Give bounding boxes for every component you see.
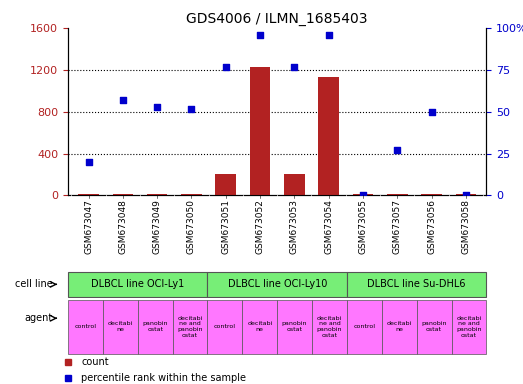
- Text: GSM673050: GSM673050: [187, 199, 196, 254]
- Text: DLBCL line Su-DHL6: DLBCL line Su-DHL6: [367, 279, 466, 290]
- Text: percentile rank within the sample: percentile rank within the sample: [81, 373, 246, 383]
- Text: control: control: [354, 324, 376, 329]
- Text: count: count: [81, 358, 109, 367]
- FancyBboxPatch shape: [173, 300, 208, 354]
- Bar: [421, 194, 442, 195]
- Text: DLBCL line OCI-Ly10: DLBCL line OCI-Ly10: [228, 279, 327, 290]
- Text: decitabi
ne and
panobin
ostat: decitabi ne and panobin ostat: [456, 316, 482, 338]
- Bar: [387, 194, 407, 195]
- Text: decitabi
ne: decitabi ne: [386, 321, 412, 332]
- Bar: [78, 194, 99, 195]
- Text: agent: agent: [24, 313, 52, 323]
- Text: decitabi
ne and
panobin
ostat: decitabi ne and panobin ostat: [317, 316, 342, 338]
- Text: GSM673052: GSM673052: [256, 199, 265, 254]
- Bar: [112, 194, 133, 195]
- Text: control: control: [214, 324, 236, 329]
- FancyBboxPatch shape: [417, 300, 451, 354]
- Point: [393, 147, 402, 154]
- Point: [290, 64, 299, 70]
- Text: GSM673047: GSM673047: [84, 199, 93, 254]
- Text: panobin
ostat: panobin ostat: [422, 321, 447, 332]
- FancyBboxPatch shape: [68, 300, 103, 354]
- Bar: [215, 174, 236, 195]
- Point: [462, 192, 470, 199]
- FancyBboxPatch shape: [138, 300, 173, 354]
- Title: GDS4006 / ILMN_1685403: GDS4006 / ILMN_1685403: [186, 12, 368, 26]
- FancyBboxPatch shape: [382, 300, 417, 354]
- Bar: [250, 67, 270, 195]
- Bar: [319, 78, 339, 195]
- Text: panobin
ostat: panobin ostat: [142, 321, 168, 332]
- Point: [256, 32, 264, 38]
- Text: GSM673049: GSM673049: [153, 199, 162, 254]
- Point: [427, 109, 436, 115]
- FancyBboxPatch shape: [208, 272, 347, 297]
- Text: GSM673053: GSM673053: [290, 199, 299, 254]
- Text: decitabi
ne: decitabi ne: [108, 321, 133, 332]
- Text: panobin
ostat: panobin ostat: [282, 321, 308, 332]
- Text: cell line: cell line: [15, 279, 52, 290]
- Text: DLBCL line OCI-Ly1: DLBCL line OCI-Ly1: [91, 279, 184, 290]
- Bar: [353, 194, 373, 195]
- FancyBboxPatch shape: [347, 300, 382, 354]
- FancyBboxPatch shape: [312, 300, 347, 354]
- FancyBboxPatch shape: [347, 272, 486, 297]
- Bar: [147, 194, 167, 195]
- FancyBboxPatch shape: [208, 300, 242, 354]
- Text: GSM673055: GSM673055: [358, 199, 368, 254]
- Text: GSM673051: GSM673051: [221, 199, 230, 254]
- Text: GSM673048: GSM673048: [118, 199, 128, 254]
- Point: [153, 104, 161, 110]
- Text: control: control: [74, 324, 96, 329]
- FancyBboxPatch shape: [242, 300, 277, 354]
- FancyBboxPatch shape: [451, 300, 486, 354]
- FancyBboxPatch shape: [103, 300, 138, 354]
- Point: [222, 64, 230, 70]
- Text: decitabi
ne and
panobin
ostat: decitabi ne and panobin ostat: [177, 316, 203, 338]
- Text: GSM673057: GSM673057: [393, 199, 402, 254]
- Text: decitabi
ne: decitabi ne: [247, 321, 272, 332]
- Point: [119, 97, 127, 103]
- Bar: [456, 194, 476, 195]
- Point: [359, 192, 367, 199]
- Bar: [284, 174, 304, 195]
- Point: [84, 159, 93, 165]
- FancyBboxPatch shape: [277, 300, 312, 354]
- Bar: [181, 194, 202, 195]
- Point: [187, 106, 196, 112]
- Text: GSM673056: GSM673056: [427, 199, 436, 254]
- Text: GSM673054: GSM673054: [324, 199, 333, 254]
- Point: [324, 32, 333, 38]
- Text: GSM673058: GSM673058: [461, 199, 470, 254]
- FancyBboxPatch shape: [68, 272, 208, 297]
